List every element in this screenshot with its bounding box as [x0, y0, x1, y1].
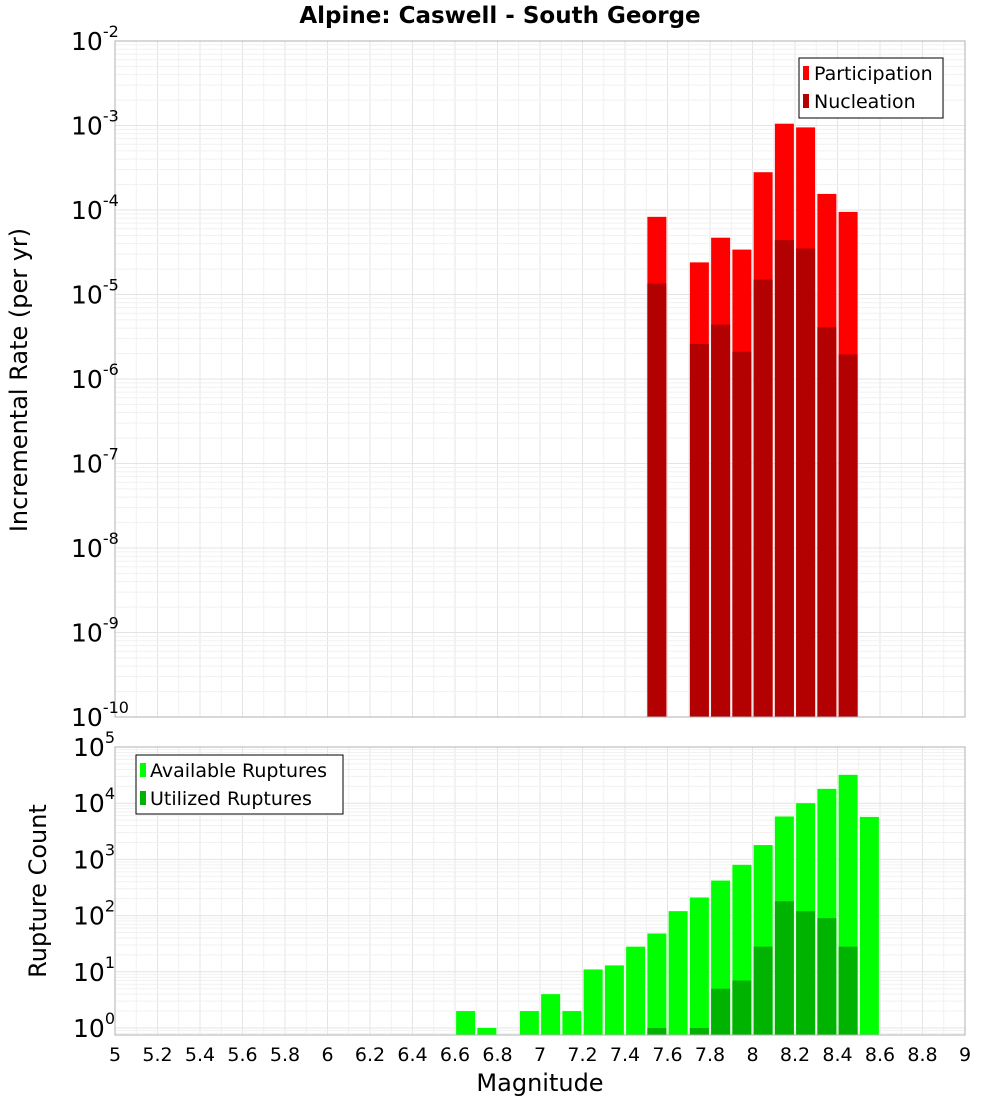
y-tick-label: 10-5: [71, 276, 119, 310]
bar-nucleation: [796, 248, 816, 717]
bar-available-ruptures: [668, 911, 688, 1035]
x-tick-label: 7: [534, 1044, 546, 1066]
y-tick-label: 10-2: [71, 22, 119, 56]
legend-label-utilized-ruptures: Utilized Ruptures: [150, 788, 312, 810]
bottom-bars: [456, 774, 879, 1035]
y-tick-label: 10-7: [71, 445, 119, 479]
x-axis-label: Magnitude: [476, 1069, 603, 1097]
x-tick-label: 6.6: [440, 1044, 470, 1066]
top-panel: 10-10 10-9 10-8 10-7 10-6 10-5 10-4 10-3 10-2 In…: [5, 22, 966, 732]
y-tick-label: 102: [73, 897, 115, 931]
bar-nucleation: [711, 324, 731, 717]
x-tick-label: 7.4: [610, 1044, 640, 1066]
bar-utilized-ruptures: [838, 946, 858, 1035]
y-tick-label: 10-8: [71, 529, 119, 563]
top-grid: [114, 40, 966, 718]
x-tick-label: 5.4: [185, 1044, 215, 1066]
bar-nucleation: [774, 240, 794, 718]
bar-nucleation: [647, 283, 667, 717]
bar-utilized-ruptures: [753, 946, 773, 1035]
top-legend-box: [798, 57, 944, 119]
x-tick-label: 6.8: [482, 1044, 512, 1066]
bar-available-ruptures: [519, 1011, 539, 1035]
bar-utilized-ruptures: [689, 1027, 709, 1035]
bottom-legend-box: [135, 754, 344, 815]
x-tick-label: 5: [109, 1044, 121, 1066]
bottom-y-axis-label: Rupture Count: [24, 804, 52, 978]
x-tick-label: 6.2: [355, 1044, 385, 1066]
y-tick-label: 104: [73, 784, 115, 818]
legend-swatch-utilized-ruptures: [140, 791, 146, 805]
top-y-axis-label: Incremental Rate (per yr): [5, 228, 33, 532]
x-tick-label: 7.8: [695, 1044, 725, 1066]
legend-label-nucleation: Nucleation: [814, 91, 916, 113]
top-bars: [647, 123, 858, 718]
x-tick-label: 6.4: [397, 1044, 427, 1066]
bar-nucleation: [753, 279, 773, 717]
bar-nucleation: [817, 327, 837, 717]
y-tick-label: 10-10: [71, 698, 129, 732]
top-yticks: 10-10 10-9 10-8 10-7 10-6 10-5 10-4 10-3 10-2: [71, 22, 129, 732]
y-tick-label: 10-9: [71, 614, 119, 648]
bar-utilized-ruptures: [796, 911, 816, 1035]
x-tick-label: 8.4: [822, 1044, 852, 1066]
y-tick-label: 10-3: [71, 107, 119, 141]
x-tick-label: 6: [321, 1044, 333, 1066]
x-tick-label: 8: [746, 1044, 758, 1066]
x-tick-label: 9: [959, 1044, 971, 1066]
bar-available-ruptures: [456, 1011, 476, 1035]
bar-available-ruptures: [647, 933, 667, 1035]
x-tick-label: 8.2: [780, 1044, 810, 1066]
x-tick-label: 5.8: [270, 1044, 300, 1066]
top-legend: Participation Nucleation: [798, 57, 944, 119]
bar-available-ruptures: [626, 946, 646, 1035]
bar-utilized-ruptures: [774, 901, 794, 1035]
bar-utilized-ruptures: [817, 918, 837, 1035]
y-tick-label: 100: [73, 1009, 115, 1043]
legend-swatch-available-ruptures: [140, 763, 146, 777]
x-tick-label: 8.8: [907, 1044, 937, 1066]
bottom-xticks: 5 5.2 5.4 5.6 5.8 6 6.2 6.4 6.6 6.8 7 7.2 7.4 7.6 7.8 8…: [109, 1044, 971, 1066]
bar-available-ruptures: [583, 969, 603, 1035]
x-tick-label: 8.6: [865, 1044, 895, 1066]
legend-swatch-nucleation: [803, 94, 809, 108]
bar-utilized-ruptures: [711, 988, 731, 1035]
x-tick-label: 7.6: [652, 1044, 682, 1066]
legend-label-participation: Participation: [814, 63, 933, 85]
chart-title: Alpine: Caswell - South George: [299, 3, 700, 29]
y-tick-label: 10-4: [71, 191, 119, 225]
bar-nucleation: [689, 343, 709, 717]
bar-utilized-ruptures: [732, 980, 752, 1035]
bar-utilized-ruptures: [647, 1027, 667, 1035]
bar-available-ruptures: [689, 897, 709, 1035]
y-tick-label: 10-6: [71, 360, 119, 394]
bottom-plot-frame: [114, 746, 966, 1036]
bar-available-ruptures: [477, 1027, 497, 1035]
legend-label-available-ruptures: Available Ruptures: [150, 760, 327, 782]
bar-available-ruptures: [859, 816, 879, 1035]
bottom-panel: 100 101 102 103 104 105 5 5.2 5.4 5.6 5.8 6 6.2 6.4 6…: [24, 728, 971, 1097]
top-plot-frame: [114, 40, 966, 718]
y-tick-label: 105: [73, 728, 115, 762]
bar-nucleation: [838, 354, 858, 717]
bar-available-ruptures: [604, 965, 624, 1035]
legend-swatch-participation: [803, 66, 809, 80]
y-tick-label: 103: [73, 840, 115, 874]
x-tick-label: 7.2: [567, 1044, 597, 1066]
x-tick-label: 5.2: [142, 1044, 172, 1066]
x-tick-label: 5.6: [227, 1044, 257, 1066]
bar-nucleation: [732, 351, 752, 717]
y-tick-label: 101: [73, 953, 115, 987]
bottom-yticks: 100 101 102 103 104 105: [73, 728, 115, 1043]
bar-available-ruptures: [562, 1011, 582, 1035]
bottom-legend: Available Ruptures Utilized Ruptures: [135, 754, 344, 815]
bar-available-ruptures: [541, 994, 561, 1035]
